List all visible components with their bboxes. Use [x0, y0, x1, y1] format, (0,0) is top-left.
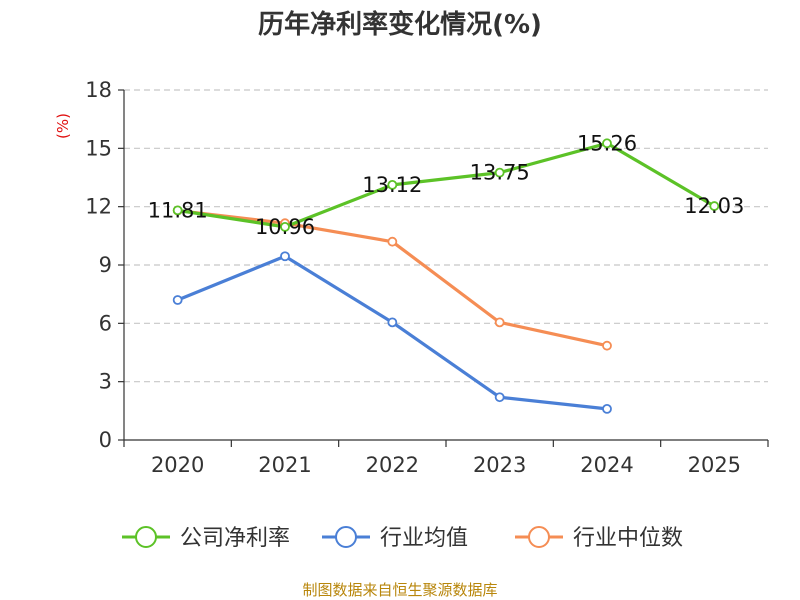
legend: 公司净利率 行业均值 行业中位数 — [122, 526, 683, 551]
data-point — [280, 251, 290, 262]
y-tick-label: 15 — [85, 136, 112, 160]
data-point — [602, 340, 612, 351]
y-tick-label: 18 — [85, 78, 112, 102]
data-label: 13.12 — [362, 173, 422, 197]
data-label: 15.26 — [577, 131, 637, 155]
chart-title: 历年净利率变化情况(%) — [258, 9, 542, 40]
x-tick-label: 2021 — [258, 453, 311, 477]
data-label: 13.75 — [470, 161, 530, 185]
x-tick-label: 2025 — [688, 453, 741, 477]
source-note: 制图数据来自恒生聚源数据库 — [302, 581, 497, 599]
series-line-0 — [177, 141, 716, 229]
axes: 0 3 6 9 12 15 18 2020 2021 2022 2023 2024 2025 — [85, 78, 769, 477]
x-tick-label: 2023 — [473, 453, 526, 477]
legend-marker — [528, 526, 550, 548]
data-point — [494, 317, 505, 328]
legend-label: 公司净利率 — [180, 526, 290, 551]
data-point — [387, 317, 398, 328]
y-tick-label: 6 — [99, 311, 112, 335]
y-tick-label: 12 — [85, 195, 112, 219]
data-point — [494, 167, 505, 178]
data-point — [172, 295, 183, 305]
legend-label: 行业均值 — [380, 526, 468, 551]
legend-marker — [335, 526, 357, 548]
data-point — [602, 403, 612, 414]
x-tick-label: 2020 — [151, 453, 204, 477]
legend-marker — [135, 526, 157, 548]
data-point — [387, 236, 398, 247]
grid-lines — [124, 89, 768, 383]
x-tick-label: 2022 — [366, 453, 419, 477]
series-layer — [172, 138, 720, 414]
x-tick-label: 2024 — [580, 453, 633, 477]
data-point — [709, 201, 720, 211]
y-axis-label: (%) — [54, 113, 72, 139]
y-tick-label: 0 — [99, 428, 112, 452]
data-point — [494, 392, 505, 403]
data-point — [387, 179, 398, 190]
y-tick-label: 9 — [99, 253, 112, 277]
data-label: 11.81 — [148, 198, 208, 222]
data-labels: 11.81 10.96 13.12 13.75 15.26 12.03 — [148, 131, 745, 239]
data-label: 10.96 — [255, 215, 315, 239]
data-label: 12.03 — [684, 194, 744, 218]
data-point — [602, 138, 612, 149]
y-tick-label: 3 — [99, 370, 112, 394]
data-point — [280, 221, 290, 232]
data-point — [172, 205, 183, 216]
legend-label: 行业中位数 — [573, 526, 683, 551]
